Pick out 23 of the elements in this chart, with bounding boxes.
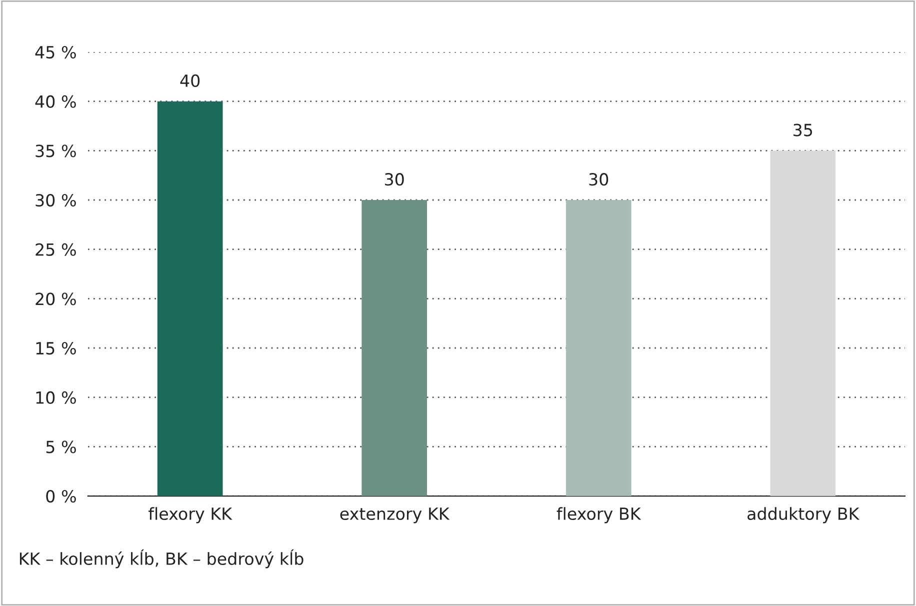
y-tick-label: 40 %	[35, 95, 76, 108]
y-tick-label: 10 %	[36, 391, 76, 404]
x-tick-label: adduktory BK	[748, 507, 860, 524]
data-label: 30	[385, 173, 404, 186]
y-tick-label: 5 %	[46, 440, 76, 454]
y-tick-label: 15 %	[36, 342, 76, 355]
bar	[566, 200, 632, 496]
data-label: 35	[794, 124, 812, 136]
bar	[157, 101, 223, 496]
data-label: 40	[180, 74, 200, 87]
y-tick-label: 0 %	[46, 490, 76, 503]
y-tick-label: 35 %	[36, 144, 76, 158]
x-tick-label: flexory BK	[556, 507, 642, 524]
y-tick-label: 25 %	[36, 243, 76, 256]
bar	[362, 200, 428, 496]
text: KK – kolenný kĺb, BK – bedrový kĺb	[20, 549, 304, 568]
x-tick-label: flexory KK	[148, 507, 232, 524]
y-tick-label: 30 %	[36, 194, 76, 207]
data-label: 30	[589, 173, 608, 186]
x-tick-label: extenzory KK	[340, 508, 450, 524]
y-tick-label: 20 %	[36, 292, 76, 306]
bar	[770, 150, 836, 496]
y-tick-label: 45 %	[35, 46, 76, 59]
